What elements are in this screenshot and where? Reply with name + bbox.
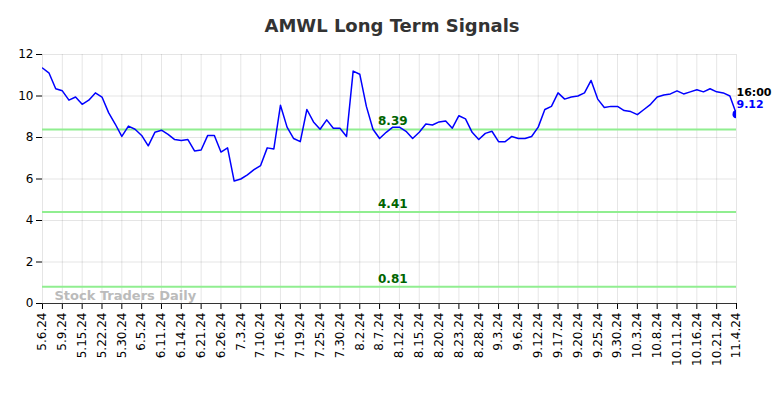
svg-text:6.14.24: 6.14.24 (174, 313, 188, 359)
svg-text:8.15.24: 8.15.24 (412, 313, 426, 359)
svg-text:6.5.24: 6.5.24 (134, 313, 148, 351)
svg-text:8.20.24: 8.20.24 (432, 313, 446, 359)
svg-text:7.16.24: 7.16.24 (273, 313, 287, 359)
svg-text:8: 8 (26, 130, 34, 144)
svg-text:9.12.24: 9.12.24 (531, 313, 545, 359)
svg-text:Stock Traders Daily: Stock Traders Daily (55, 288, 197, 303)
svg-text:9.12: 9.12 (737, 98, 764, 111)
svg-text:5.9.24: 5.9.24 (55, 313, 69, 351)
svg-text:10.8.24: 10.8.24 (650, 313, 664, 359)
svg-text:9.6.24: 9.6.24 (511, 313, 525, 351)
svg-text:8.12.24: 8.12.24 (392, 313, 406, 359)
svg-text:10.11.24: 10.11.24 (670, 313, 684, 366)
svg-text:6.11.24: 6.11.24 (154, 313, 168, 359)
svg-text:7.3.24: 7.3.24 (234, 313, 248, 351)
svg-text:7.19.24: 7.19.24 (293, 313, 307, 359)
svg-text:5.22.24: 5.22.24 (95, 313, 109, 359)
svg-text:8.2.24: 8.2.24 (353, 313, 367, 351)
svg-text:10: 10 (18, 89, 33, 103)
svg-text:4: 4 (26, 213, 34, 227)
svg-text:5.6.24: 5.6.24 (35, 313, 49, 351)
svg-text:16:00: 16:00 (736, 85, 772, 99)
svg-text:10.21.24: 10.21.24 (710, 313, 724, 366)
svg-text:5.15.24: 5.15.24 (75, 313, 89, 359)
svg-text:12: 12 (18, 47, 33, 61)
svg-text:10.16.24: 10.16.24 (690, 313, 704, 366)
svg-text:8.39: 8.39 (378, 114, 408, 128)
svg-text:6: 6 (26, 172, 34, 186)
svg-text:7.25.24: 7.25.24 (313, 313, 327, 359)
svg-text:7.30.24: 7.30.24 (333, 313, 347, 359)
svg-text:8.7.24: 8.7.24 (372, 313, 386, 351)
svg-text:6.21.24: 6.21.24 (194, 313, 208, 359)
html-text:AMWL Long Term Signals: AMWL Long Term Signals (264, 15, 520, 36)
svg-text:2: 2 (26, 255, 34, 269)
svg-text:10.3.24: 10.3.24 (630, 313, 644, 359)
svg-text:8.23.24: 8.23.24 (452, 313, 466, 359)
svg-text:0: 0 (26, 296, 34, 310)
svg-text:5.30.24: 5.30.24 (115, 313, 129, 359)
svg-text:9.3.24: 9.3.24 (491, 313, 505, 351)
svg-text:0.81: 0.81 (378, 272, 408, 286)
svg-text:9.25.24: 9.25.24 (591, 313, 605, 359)
svg-text:9.30.24: 9.30.24 (610, 313, 624, 359)
svg-text:4.41: 4.41 (378, 197, 408, 211)
svg-text:7.10.24: 7.10.24 (253, 313, 267, 359)
svg-text:6.26.24: 6.26.24 (214, 313, 228, 359)
svg-text:9.20.24: 9.20.24 (571, 313, 585, 359)
svg-text:11.4.24: 11.4.24 (729, 313, 743, 359)
svg-text:8.28.24: 8.28.24 (472, 313, 486, 359)
svg-text:9.17.24: 9.17.24 (551, 313, 565, 359)
